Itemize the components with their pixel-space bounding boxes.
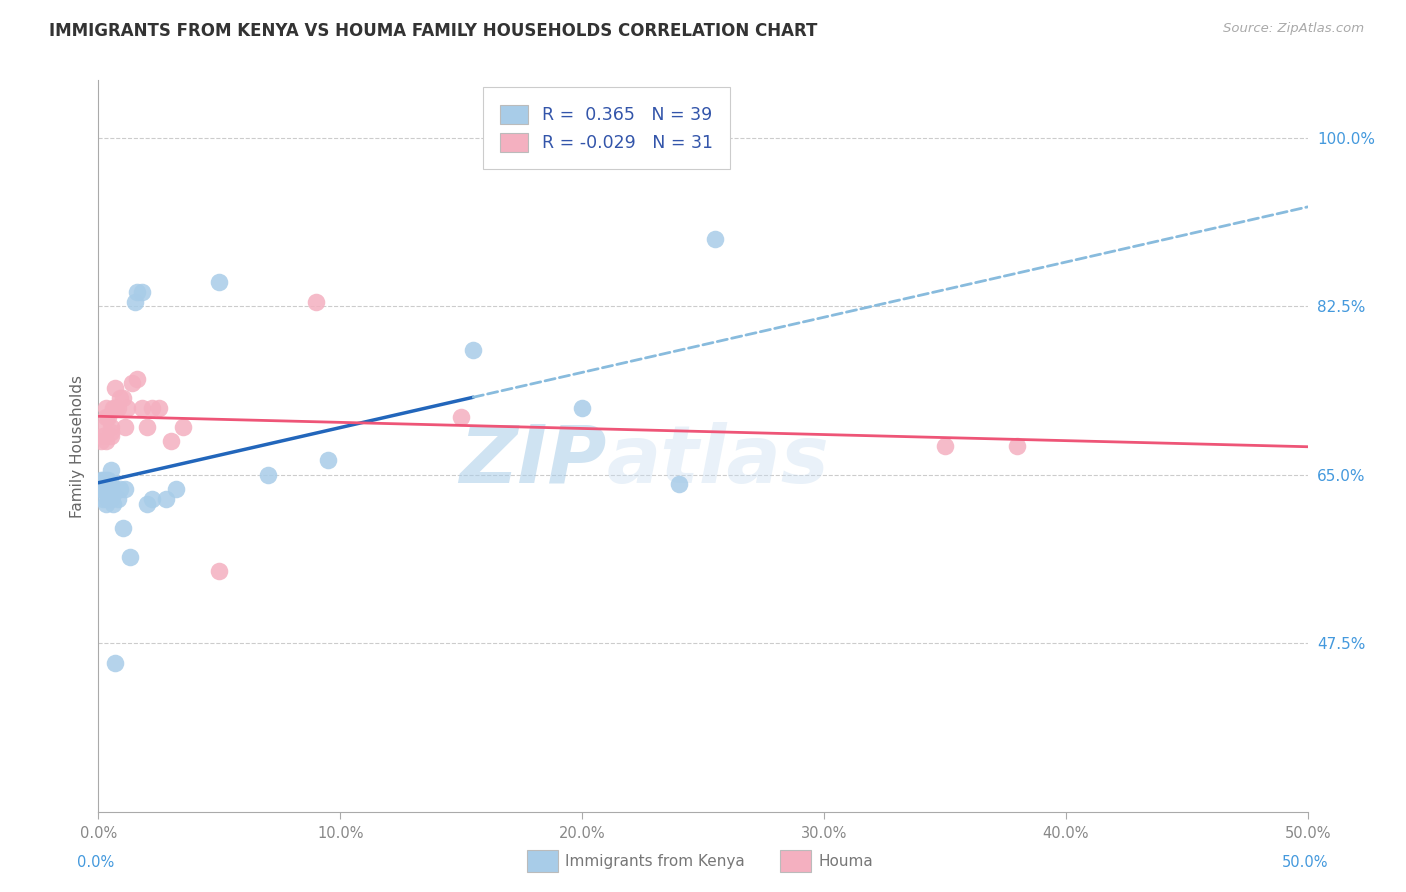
- Point: [131, 285, 153, 299]
- Point: [127, 371, 149, 385]
- Point: [94, 477, 117, 491]
- Point: [100, 491, 122, 506]
- Point: [90, 483, 112, 497]
- Point: [94, 401, 117, 415]
- Point: [127, 285, 149, 299]
- Point: [208, 564, 231, 578]
- Point: [101, 487, 124, 501]
- Point: [121, 376, 143, 391]
- Point: [107, 491, 129, 506]
- Point: [90, 473, 112, 487]
- Point: [94, 497, 117, 511]
- Point: [114, 419, 136, 434]
- Point: [97, 473, 120, 487]
- Text: 0.0%: 0.0%: [77, 855, 114, 870]
- Point: [316, 453, 339, 467]
- Point: [100, 425, 122, 439]
- Point: [91, 483, 114, 497]
- Point: [91, 473, 114, 487]
- Text: IMMIGRANTS FROM KENYA VS HOUMA FAMILY HOUSEHOLDS CORRELATION CHART: IMMIGRANTS FROM KENYA VS HOUMA FAMILY HO…: [49, 22, 817, 40]
- Point: [94, 483, 117, 497]
- Point: [160, 434, 183, 449]
- Point: [155, 491, 177, 506]
- Point: [91, 429, 114, 443]
- Point: [100, 477, 122, 491]
- Point: [704, 232, 727, 246]
- Point: [94, 473, 117, 487]
- Point: [107, 401, 129, 415]
- Point: [91, 491, 114, 506]
- Point: [108, 483, 131, 497]
- Point: [141, 491, 163, 506]
- Point: [104, 401, 127, 415]
- Point: [165, 483, 187, 497]
- Legend: R =  0.365   N = 39, R = -0.029   N = 31: R = 0.365 N = 39, R = -0.029 N = 31: [488, 93, 724, 164]
- Text: Source: ZipAtlas.com: Source: ZipAtlas.com: [1223, 22, 1364, 36]
- Point: [208, 276, 231, 290]
- Point: [94, 410, 117, 425]
- Point: [934, 439, 956, 453]
- Point: [108, 391, 131, 405]
- Point: [148, 401, 170, 415]
- Point: [114, 483, 136, 497]
- Point: [100, 483, 122, 497]
- Point: [90, 434, 112, 449]
- Point: [135, 419, 157, 434]
- Point: [100, 429, 122, 443]
- Point: [305, 294, 328, 309]
- Text: ZIP: ZIP: [458, 422, 606, 500]
- Point: [131, 401, 153, 415]
- Text: Immigrants from Kenya: Immigrants from Kenya: [565, 855, 745, 869]
- Point: [97, 483, 120, 497]
- Point: [97, 410, 120, 425]
- Point: [104, 381, 127, 395]
- Point: [1007, 439, 1029, 453]
- Point: [104, 656, 127, 670]
- Point: [117, 401, 139, 415]
- Point: [571, 401, 593, 415]
- Text: atlas: atlas: [606, 422, 830, 500]
- Point: [124, 294, 146, 309]
- Point: [94, 434, 117, 449]
- Point: [100, 463, 122, 477]
- Point: [668, 477, 690, 491]
- Point: [101, 497, 124, 511]
- Point: [141, 401, 163, 415]
- Point: [111, 521, 134, 535]
- Point: [463, 343, 485, 357]
- Point: [450, 410, 472, 425]
- Y-axis label: Family Households: Family Households: [69, 375, 84, 517]
- Point: [100, 419, 122, 434]
- Text: 50.0%: 50.0%: [1282, 855, 1329, 870]
- Point: [172, 419, 194, 434]
- Point: [111, 391, 134, 405]
- Point: [135, 497, 157, 511]
- Point: [118, 549, 141, 564]
- Point: [101, 401, 124, 415]
- Text: Houma: Houma: [818, 855, 873, 869]
- Point: [97, 491, 120, 506]
- Point: [97, 477, 120, 491]
- Point: [91, 419, 114, 434]
- Point: [256, 467, 278, 482]
